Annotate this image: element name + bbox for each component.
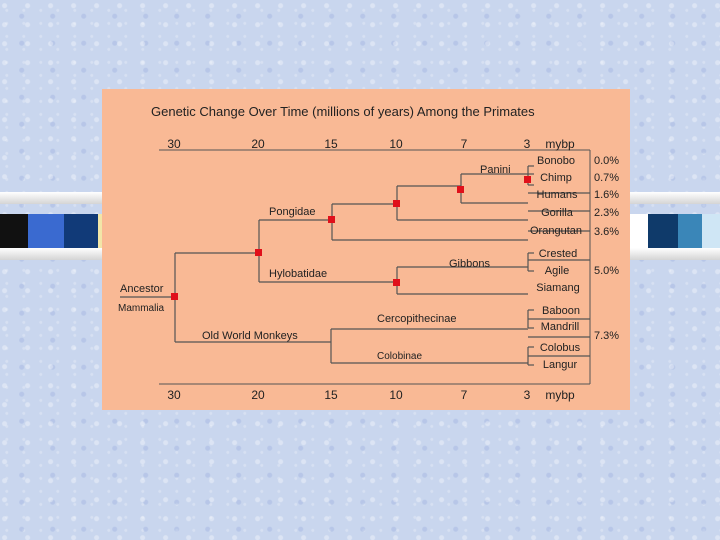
tick-label: 30 — [167, 137, 181, 151]
species-label-orangutan: Orangutan — [530, 225, 582, 237]
species-label-crested: Crested — [539, 248, 578, 260]
percent-label-gorilla: 2.3% — [594, 207, 619, 219]
tick-label: 15 — [324, 137, 338, 151]
percent-labels: 0.0% 0.7% 1.6% 2.3% 3.6% 5.0% 7.3% — [594, 155, 619, 342]
unit-label: mybp — [545, 388, 575, 402]
tick-label: 20 — [251, 388, 265, 402]
node-marker — [457, 186, 464, 193]
clade-label-mammalia: Mammalia — [118, 303, 165, 314]
species-label-humans: Humans — [537, 189, 578, 201]
clade-label-panini: Panini — [480, 164, 511, 176]
slide-panel: Genetic Change Over Time (millions of ye… — [102, 89, 630, 410]
node-marker — [255, 249, 262, 256]
top-axis: 30 20 15 10 7 3 mybp — [159, 137, 590, 151]
species-labels: Bonobo Chimp Humans Gorilla Orangutan Cr… — [530, 155, 582, 371]
species-label-chimp: Chimp — [540, 172, 572, 184]
species-label-langur: Langur — [543, 359, 578, 371]
percent-label-gibbons: 5.0% — [594, 265, 619, 277]
species-label-gorilla: Gorilla — [541, 207, 574, 219]
node-marker — [171, 293, 178, 300]
tick-label: 10 — [389, 388, 403, 402]
species-label-bonobo: Bonobo — [537, 155, 575, 167]
percent-label-chimp: 0.7% — [594, 172, 619, 184]
clade-label-gibbons: Gibbons — [449, 258, 490, 270]
tick-label: 30 — [167, 388, 181, 402]
tick-label: 7 — [461, 137, 468, 151]
percent-label-humans: 1.6% — [594, 189, 619, 201]
tree-branches — [120, 165, 590, 366]
tick-label: 3 — [524, 137, 531, 151]
node-marker — [328, 216, 335, 223]
clade-label-old-world-monkeys: Old World Monkeys — [202, 330, 298, 342]
clade-label-hylobatidae: Hylobatidae — [269, 268, 327, 280]
node-marker — [524, 176, 531, 183]
tick-label: 10 — [389, 137, 403, 151]
clade-label-ancestor: Ancestor — [120, 283, 164, 295]
clade-label-cercopithecinae: Cercopithecinae — [377, 313, 457, 325]
species-label-siamang: Siamang — [536, 282, 579, 294]
percent-label-bonobo: 0.0% — [594, 155, 619, 167]
tick-label: 7 — [461, 388, 468, 402]
percent-label-monkeys: 7.3% — [594, 330, 619, 342]
bottom-axis: 30 20 15 10 7 3 mybp — [159, 383, 590, 402]
node-markers — [171, 176, 531, 300]
clade-label-colobinae: Colobinae — [377, 351, 422, 362]
unit-label: mybp — [545, 137, 575, 151]
species-label-baboon: Baboon — [542, 305, 580, 317]
tick-label: 20 — [251, 137, 265, 151]
species-label-mandrill: Mandrill — [541, 321, 580, 333]
node-marker — [393, 200, 400, 207]
percent-label-orangutan: 3.6% — [594, 226, 619, 238]
tick-label: 15 — [324, 388, 338, 402]
species-label-colobus: Colobus — [540, 342, 581, 354]
species-label-agile: Agile — [545, 265, 569, 277]
diagram-title: Genetic Change Over Time (millions of ye… — [151, 104, 535, 119]
clade-labels: Panini Pongidae Hylobatidae Gibbons Ance… — [118, 164, 511, 362]
phylogeny-diagram: Genetic Change Over Time (millions of ye… — [118, 104, 619, 402]
tick-label: 3 — [524, 388, 531, 402]
node-marker — [393, 279, 400, 286]
clade-label-pongidae: Pongidae — [269, 206, 316, 218]
